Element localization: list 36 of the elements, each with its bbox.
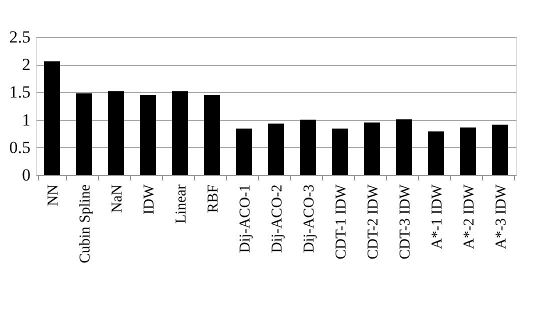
- x-tick-label: IDW: [142, 184, 158, 214]
- x-tick-label: A*-1 IDW: [430, 184, 446, 250]
- y-tick-label: 0.5: [9, 138, 30, 157]
- x-tick-label: Cubin Spline: [78, 184, 94, 264]
- bar: [300, 120, 316, 175]
- bar: [172, 91, 188, 175]
- x-tick-label: A*-3 IDW: [494, 184, 510, 250]
- bar: [332, 128, 348, 175]
- bar: [396, 119, 412, 175]
- bar: [236, 128, 252, 175]
- bar: [44, 61, 60, 175]
- bar: [108, 91, 124, 175]
- bar: [492, 124, 508, 175]
- bar: [268, 124, 284, 175]
- y-tick-label: 2: [22, 55, 30, 74]
- bar: [364, 122, 380, 175]
- x-tick-label: CDT-3 IDW: [398, 184, 414, 260]
- x-tick-label: RBF: [206, 184, 222, 213]
- bar: [428, 131, 444, 175]
- x-tick-label: NN: [46, 184, 62, 206]
- x-tick-label: A*-2 IDW: [462, 184, 478, 250]
- bar: [204, 94, 220, 175]
- x-tick-label: Linear: [174, 184, 190, 224]
- x-tick-label: Dij-ACO-1: [238, 184, 254, 253]
- bar: [460, 128, 476, 175]
- y-tick-label: 1.5: [9, 82, 30, 102]
- bar: [76, 93, 92, 175]
- x-tick-label: Dij-ACO-2: [270, 184, 286, 253]
- y-tick-label: 0: [22, 166, 30, 184]
- bar: [140, 94, 156, 175]
- x-tick-label: NaN: [110, 184, 126, 213]
- x-tick-label: CDT-1 IDW: [334, 184, 350, 260]
- x-tick-label: Dij-ACO-3: [302, 184, 318, 253]
- x-tick-label: CDT-2 IDW: [366, 184, 382, 260]
- y-tick-label: 2.5: [9, 28, 30, 46]
- y-tick-label: 1: [22, 110, 30, 130]
